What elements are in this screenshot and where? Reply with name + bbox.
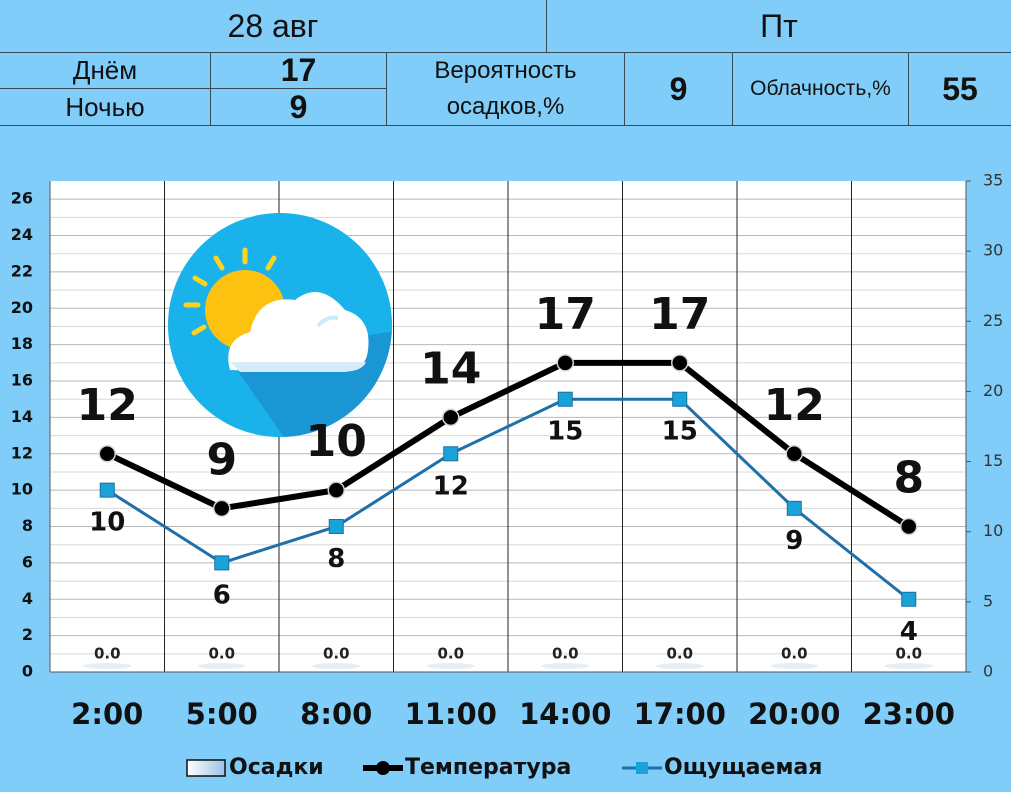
bar-label: 0.0 <box>437 645 464 663</box>
night-label: Ночью <box>0 89 211 126</box>
y-tick-label: 12 <box>11 443 33 462</box>
bar-label: 0.0 <box>208 645 235 663</box>
y-tick-label: 16 <box>11 371 33 390</box>
bar-label: 0.0 <box>895 645 922 663</box>
x-tick-label: 14:00 <box>519 697 611 731</box>
y-tick-label: 6 <box>22 552 33 571</box>
data-label: 8 <box>327 544 345 574</box>
point <box>327 481 345 499</box>
weekday: Пт <box>547 0 1011 53</box>
bar-shadow <box>541 663 590 669</box>
data-label: 12 <box>77 380 138 431</box>
bar-label: 0.0 <box>323 645 350 663</box>
x-tick-label: 11:00 <box>405 697 497 731</box>
point <box>671 354 689 372</box>
y-tick-label: 14 <box>11 407 33 426</box>
data-label: 10 <box>306 416 367 467</box>
bar-label: 0.0 <box>666 645 693 663</box>
precipitation-label: Вероятность осадков,% <box>387 53 625 126</box>
point <box>557 391 573 407</box>
legend-marker <box>376 761 390 775</box>
bar-shadow <box>884 663 933 669</box>
y-tick-label: 0 <box>22 662 33 681</box>
legend-marker <box>636 762 648 774</box>
y-tick-label: 10 <box>11 480 33 499</box>
bar-shadow <box>83 663 132 669</box>
y2-tick-label: 5 <box>983 591 993 610</box>
cloudiness-label: Облачность,% <box>733 53 909 126</box>
legend-label: Ощущаемая <box>664 755 822 780</box>
bar-shadow <box>312 663 361 669</box>
legend-label: Осадки <box>229 755 324 780</box>
point <box>556 354 574 372</box>
y-tick-label: 8 <box>22 516 33 535</box>
point <box>900 517 918 536</box>
point <box>901 591 917 607</box>
x-tick-label: 20:00 <box>748 697 840 731</box>
x-tick-label: 2:00 <box>71 697 143 731</box>
point <box>99 482 115 498</box>
cloudiness-value: 55 <box>909 53 1011 126</box>
bar-label: 0.0 <box>552 645 579 663</box>
point <box>213 499 231 518</box>
point <box>328 519 344 535</box>
y2-tick-label: 0 <box>983 662 993 681</box>
y2-tick-label: 10 <box>983 521 1003 540</box>
day-label: Днём <box>0 53 211 89</box>
bar-label: 0.0 <box>94 645 121 663</box>
line <box>106 397 910 601</box>
bar-shadow <box>655 663 704 669</box>
x-tick-label: 17:00 <box>634 697 726 731</box>
data-label: 14 <box>420 343 481 394</box>
data-label: 12 <box>764 380 825 431</box>
y-tick-label: 18 <box>11 334 33 353</box>
y-tick-label: 2 <box>22 625 33 644</box>
y-tick-label: 24 <box>11 225 33 244</box>
data-label: 17 <box>649 289 710 340</box>
point <box>98 445 116 463</box>
legend-label: Температура <box>405 755 571 780</box>
y2-tick-label: 35 <box>983 171 1003 190</box>
x-tick-label: 8:00 <box>300 697 372 731</box>
data-label: 10 <box>89 508 125 538</box>
date: 28 авг <box>0 0 547 53</box>
x-tick-label: 5:00 <box>186 697 258 731</box>
y2-tick-label: 20 <box>983 381 1003 400</box>
line <box>105 359 911 530</box>
point <box>443 446 459 462</box>
precipitation-value: 9 <box>625 53 733 126</box>
day-value: 17 <box>211 52 387 89</box>
point <box>442 408 460 427</box>
y2-tick-label: 15 <box>983 451 1003 470</box>
y-tick-label: 20 <box>11 298 33 317</box>
data-label: 6 <box>213 580 231 610</box>
bar-shadow <box>770 663 819 669</box>
y2-tick-label: 30 <box>983 241 1003 260</box>
data-label: 9 <box>206 434 237 485</box>
legend-swatch <box>186 759 226 777</box>
y-tick-label: 22 <box>11 261 33 280</box>
data-label: 12 <box>433 471 469 501</box>
data-label: 15 <box>547 417 583 447</box>
point <box>786 500 802 516</box>
point <box>672 391 688 407</box>
bar-shadow <box>197 663 246 669</box>
point <box>214 555 230 571</box>
bar-label: 0.0 <box>781 645 808 663</box>
y-tick-label: 4 <box>22 589 33 608</box>
x-tick-label: 23:00 <box>863 697 955 731</box>
data-label: 9 <box>785 526 803 556</box>
y2-tick-label: 25 <box>983 311 1003 330</box>
data-label: 8 <box>893 453 924 504</box>
bar-shadow <box>426 663 475 669</box>
night-value: 9 <box>211 89 387 126</box>
data-label: 15 <box>662 417 698 447</box>
data-label: 4 <box>900 617 918 647</box>
point <box>785 445 803 463</box>
data-label: 17 <box>535 289 596 340</box>
y-tick-label: 26 <box>11 189 33 208</box>
